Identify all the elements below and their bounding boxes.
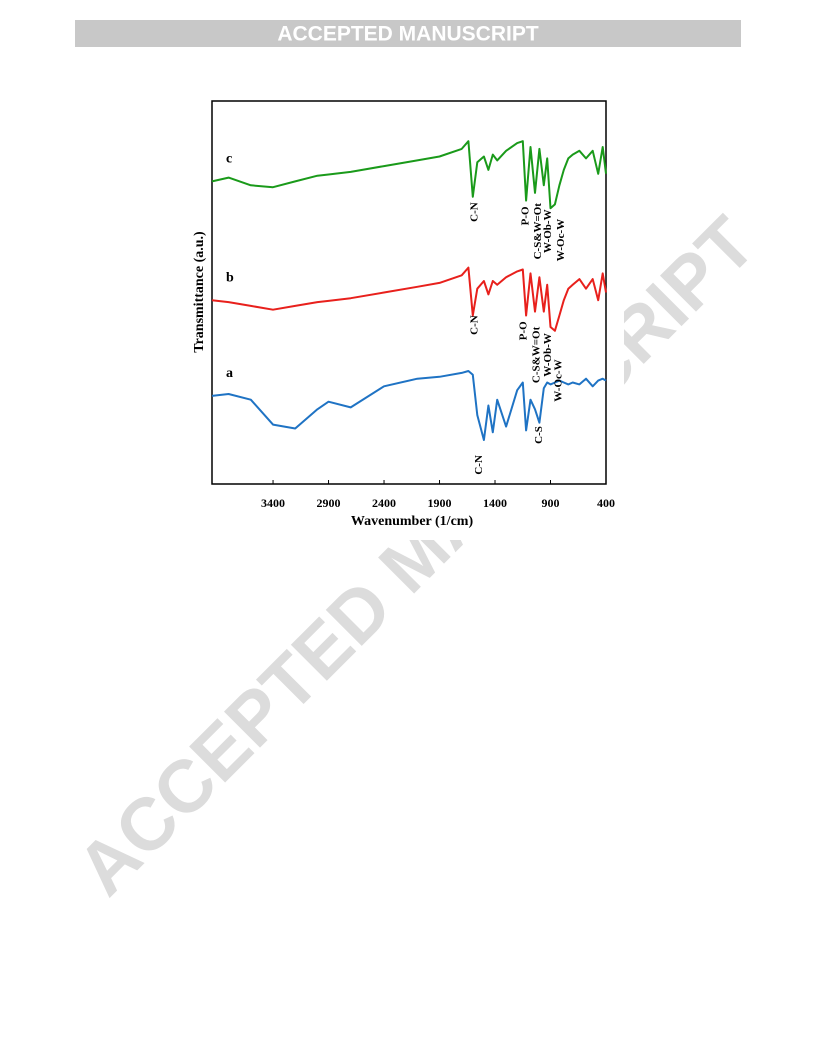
annotation: C-S&W=Ot — [531, 326, 543, 383]
y-axis-title: Transmittance (a.u.) — [192, 231, 207, 353]
annotation: W-Oc-W — [552, 359, 564, 401]
annotation: C-S — [533, 426, 545, 444]
x-tick-label: 900 — [542, 496, 560, 510]
header-bar — [75, 20, 741, 47]
series-line — [211, 140, 607, 210]
x-tick-label: 2900 — [317, 496, 341, 510]
annotation: C-N — [473, 455, 485, 475]
annotation: W-Oc-W — [555, 219, 567, 261]
header: ACCEPTED MANUSCRIPT — [277, 23, 539, 46]
annotation: C-N — [469, 315, 481, 335]
x-tick-label: 1400 — [483, 496, 507, 510]
annotation: P-O — [517, 321, 529, 340]
figure-bg — [188, 95, 624, 540]
x-tick-label: 2400 — [372, 496, 396, 510]
series-label: c — [226, 152, 232, 167]
x-axis-title: Wavenumber (1/cm) — [351, 514, 474, 529]
annotation: C-S&W=Ot — [532, 203, 544, 260]
annotation: P-O — [520, 206, 532, 225]
series-line — [211, 266, 607, 332]
series-label: b — [226, 270, 234, 285]
x-tick-label: 3400 — [261, 496, 285, 510]
series-line — [211, 370, 607, 441]
x-tick-label: 1900 — [428, 496, 452, 510]
annotation: W-Ob-W — [542, 333, 554, 377]
annotation: W-Ob-W — [542, 209, 554, 253]
x-tick-label: 400 — [597, 496, 615, 510]
annotation: C-N — [469, 202, 481, 222]
series-label: a — [226, 366, 233, 381]
